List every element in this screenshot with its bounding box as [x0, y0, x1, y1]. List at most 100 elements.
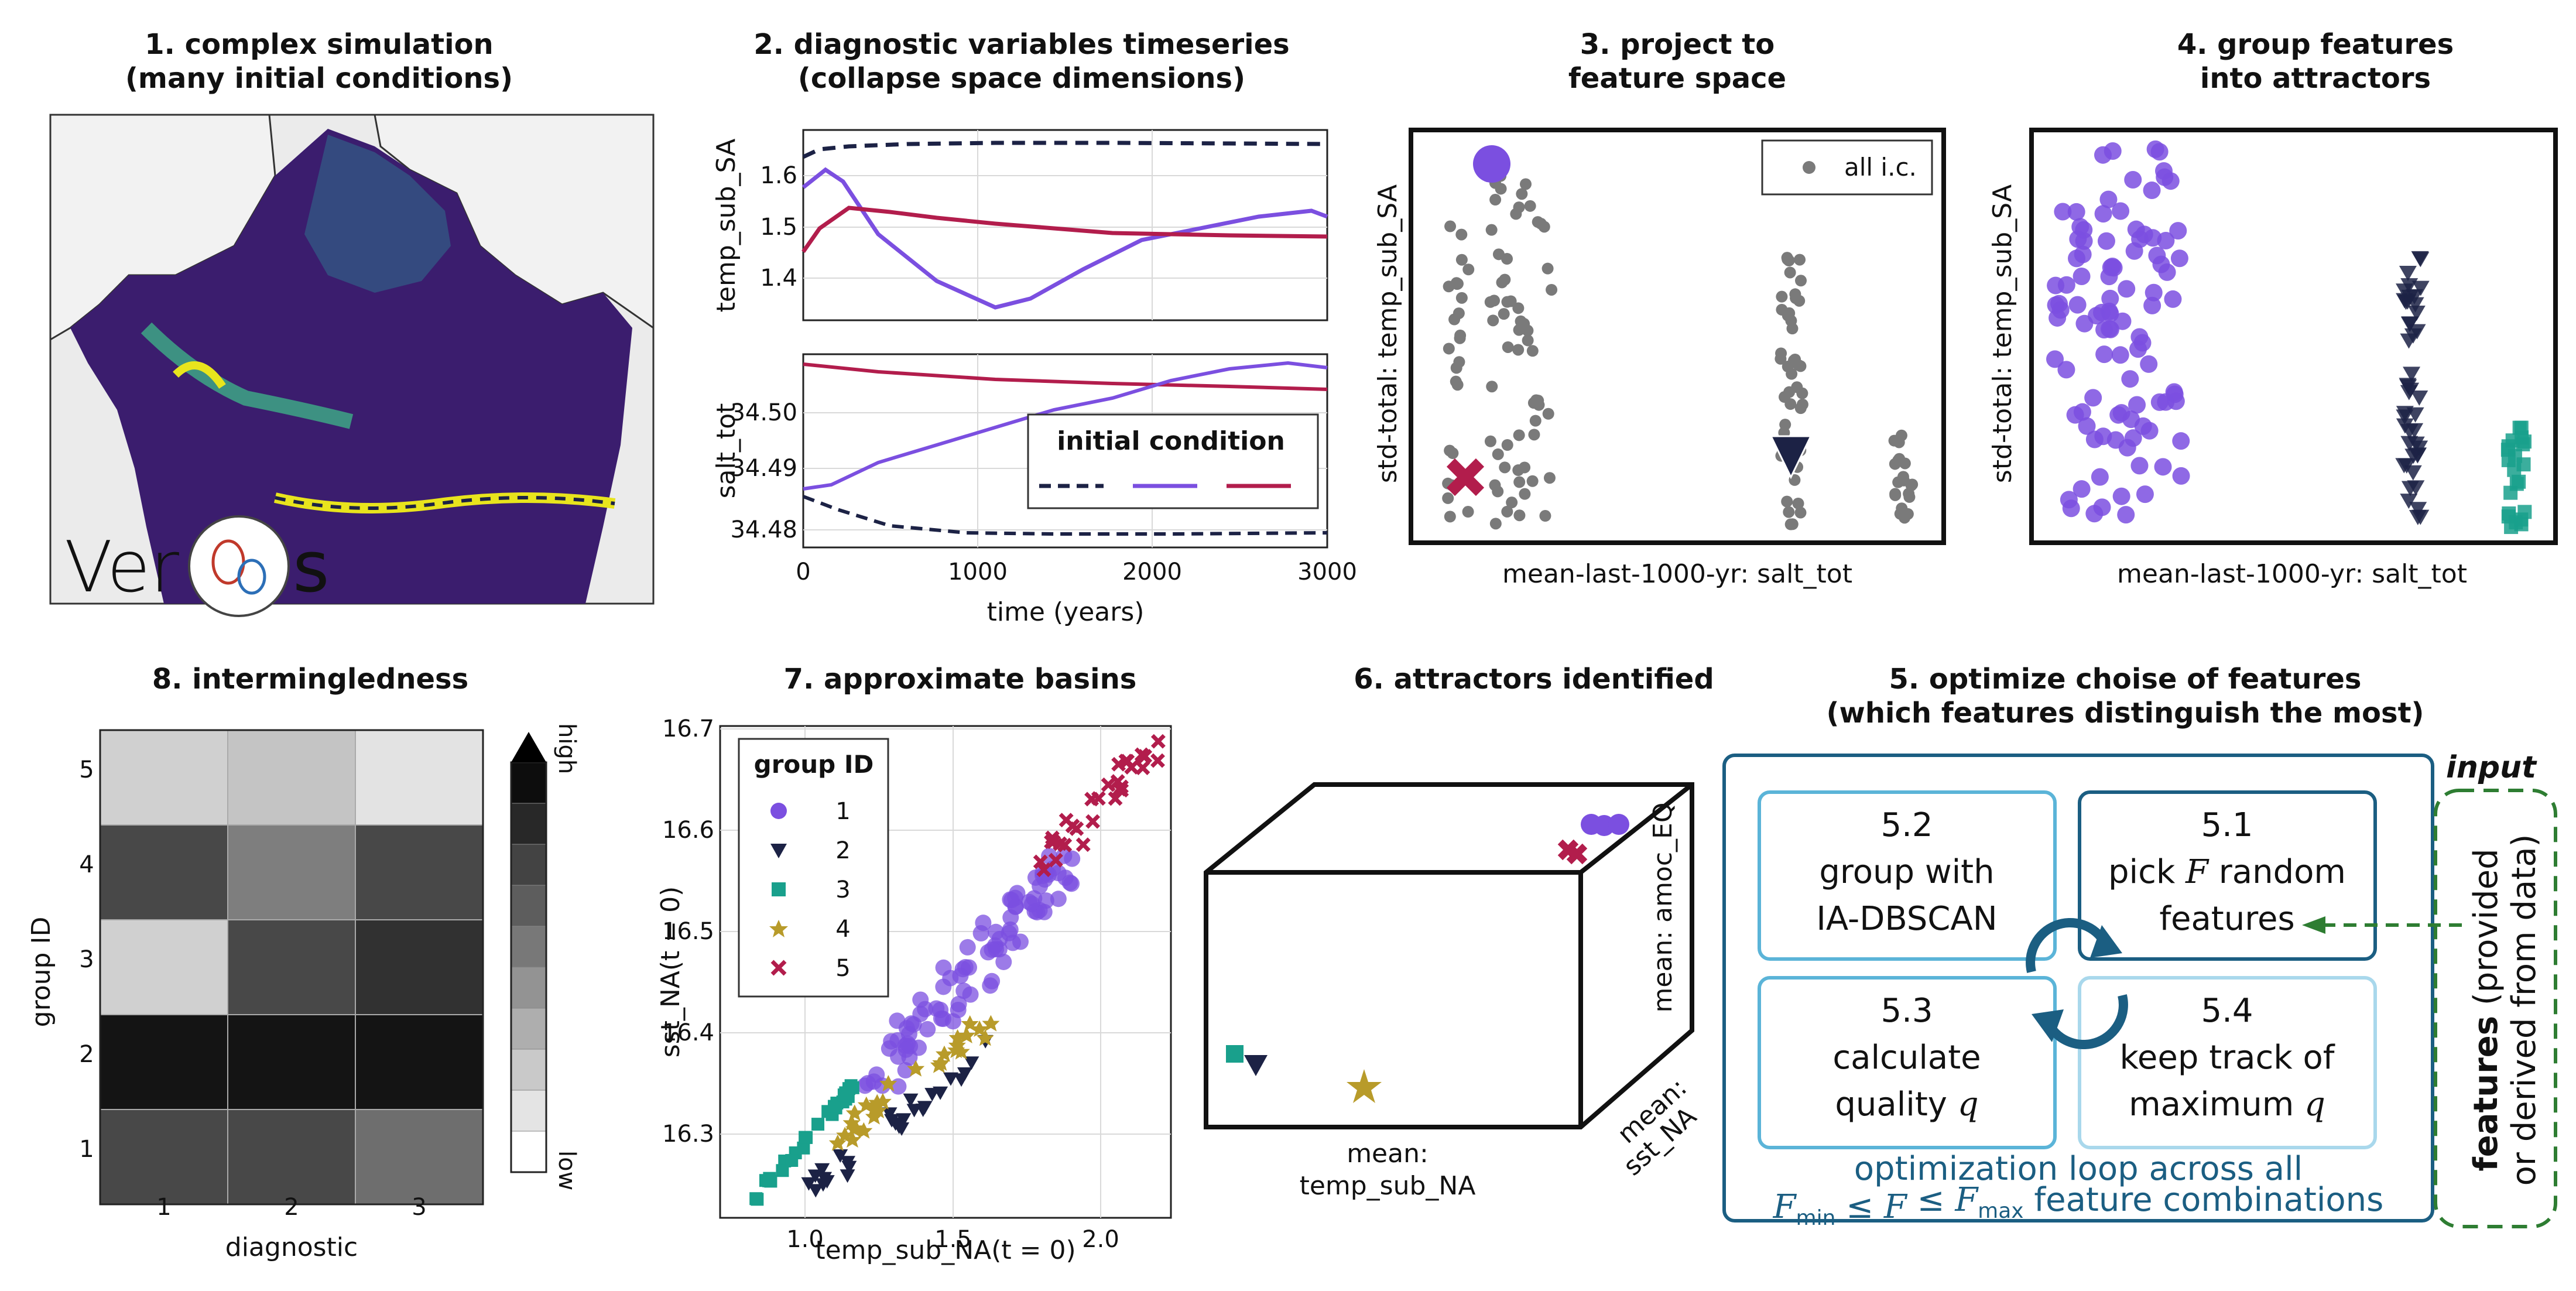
scatter-point [2401, 481, 2419, 496]
heatmap-xlabel: diagnostic [225, 1232, 358, 1262]
attractor-point [1608, 814, 1629, 835]
legend-marker [772, 882, 786, 896]
scatter-point [2074, 245, 2092, 263]
scatter-point [2407, 305, 2426, 321]
colorbar-segment [511, 844, 547, 886]
scatter-point [2091, 468, 2109, 486]
scatter-point [2118, 280, 2136, 298]
legend-marker [770, 960, 787, 976]
scatter-point [2112, 202, 2130, 220]
scatter-point [898, 1020, 915, 1037]
scatter-point [1462, 263, 1475, 276]
scatter-point [2170, 249, 2188, 268]
scatter-point [1138, 749, 1153, 764]
scatter-point [2113, 312, 2132, 330]
legend-marker [770, 803, 787, 819]
scatter-point [903, 1093, 919, 1107]
timeseries-top-ylabel: temp_sub_SA [711, 139, 741, 313]
scatter-point [2129, 340, 2147, 358]
scatter-point [2411, 252, 2430, 268]
step-5-1-line2: features [2159, 900, 2294, 938]
scatter-point [2078, 417, 2096, 435]
scatter-point [2051, 301, 2070, 319]
scatter-point [1501, 296, 1513, 308]
input-features-line2: or derived from data) [2505, 834, 2543, 1186]
scatter-point [2075, 221, 2093, 239]
scatter-point [1524, 200, 1536, 212]
panel-5: 5. optimize choise of features (which fe… [1722, 663, 2557, 1230]
scatter-point [1513, 429, 1525, 441]
scatter-point [1791, 381, 1803, 393]
heatmap-cell [355, 730, 484, 826]
tick-label: 16.5 [662, 918, 714, 945]
scatter-point [2172, 432, 2190, 450]
scatter-point [1794, 506, 1807, 519]
step-5-1-line1: pick F random [2108, 853, 2346, 891]
heatmap-cell [100, 1014, 228, 1110]
scatter-point [2507, 463, 2522, 477]
scatter-point [827, 1100, 841, 1113]
scatter-point [1444, 220, 1457, 232]
scatter-point [785, 1154, 799, 1167]
tick-label: 4 [79, 851, 94, 878]
input-label: input [2446, 750, 2537, 785]
tick-label: 16.6 [662, 817, 714, 844]
panel4-title-line2: into attractors [2200, 62, 2431, 95]
attractor-point [1347, 1069, 1382, 1103]
scatter-point [2046, 350, 2064, 368]
scatter-point [1543, 472, 1556, 484]
scatter-point [1784, 518, 1797, 530]
scatter-point [1501, 505, 1513, 518]
logo-vortex-blue [237, 559, 266, 595]
veros-logo-text-end: s [293, 527, 330, 608]
panel-1: 1. complex simulation (many initial cond… [49, 28, 655, 617]
heatmap-ylabel: group ID [26, 917, 56, 1028]
step-5-4-number: 5.4 [2201, 992, 2253, 1030]
scatter-point [819, 1175, 835, 1189]
scatter-point [2411, 509, 2430, 525]
scatter-point [1783, 255, 1795, 267]
loop-caption-line1: optimization loop across all [1854, 1150, 2303, 1188]
step-5-4-line1: keep track of [2120, 1039, 2335, 1077]
scatter-point [1059, 813, 1074, 828]
scatter-point [2066, 406, 2084, 424]
scatter-point [1448, 313, 1461, 326]
basins-legend-title: group ID [754, 750, 874, 779]
scatter-point [1776, 290, 1788, 303]
scatter-point [2057, 361, 2075, 379]
heatmap-colorbar [510, 761, 547, 1173]
scatter-point [1784, 398, 1797, 410]
scatter-point [930, 1056, 948, 1073]
scatter-point [1492, 448, 1504, 460]
heatmap-cell [227, 919, 356, 1015]
timeseries-bottom-ylabel: salt_tot [711, 403, 741, 499]
scatter-point [896, 1113, 912, 1127]
coastal-current-yellow [173, 361, 226, 389]
scatter-point [762, 1174, 776, 1187]
feature-space-legend [1761, 139, 1933, 196]
timeseries-xlabel: time (years) [987, 597, 1145, 627]
colorbar-segment [511, 803, 547, 845]
colorbar-extend-arrow [511, 732, 546, 762]
colorbar-segment [511, 885, 547, 927]
tick-label: 34.49 [730, 455, 797, 482]
tick-label: 1.0 [786, 1226, 824, 1253]
basins-legend [738, 738, 889, 998]
scatter-point [1512, 344, 1525, 356]
scatter-point [1489, 194, 1502, 206]
legend-marker [770, 844, 787, 858]
series-navy-top [802, 141, 1328, 159]
series-crimson-top [801, 206, 1328, 254]
scatter-point [964, 1056, 979, 1070]
scatter-point [924, 1088, 940, 1102]
scatter-point [2130, 457, 2149, 475]
scatter-point [2143, 182, 2161, 200]
feature-space-xlabel: mean-last-1000-yr: salt_tot [1502, 559, 1852, 589]
scatter-point [935, 959, 952, 976]
timeseries-top-axes [802, 129, 1328, 321]
scatter-point [2406, 297, 2424, 313]
basins-xlabel: temp_sub_NA(t = 0) [815, 1235, 1075, 1265]
step-5-2-box [1758, 790, 2057, 961]
tick-label: 2.0 [1082, 1226, 1119, 1253]
scatter-point [1512, 302, 1525, 314]
